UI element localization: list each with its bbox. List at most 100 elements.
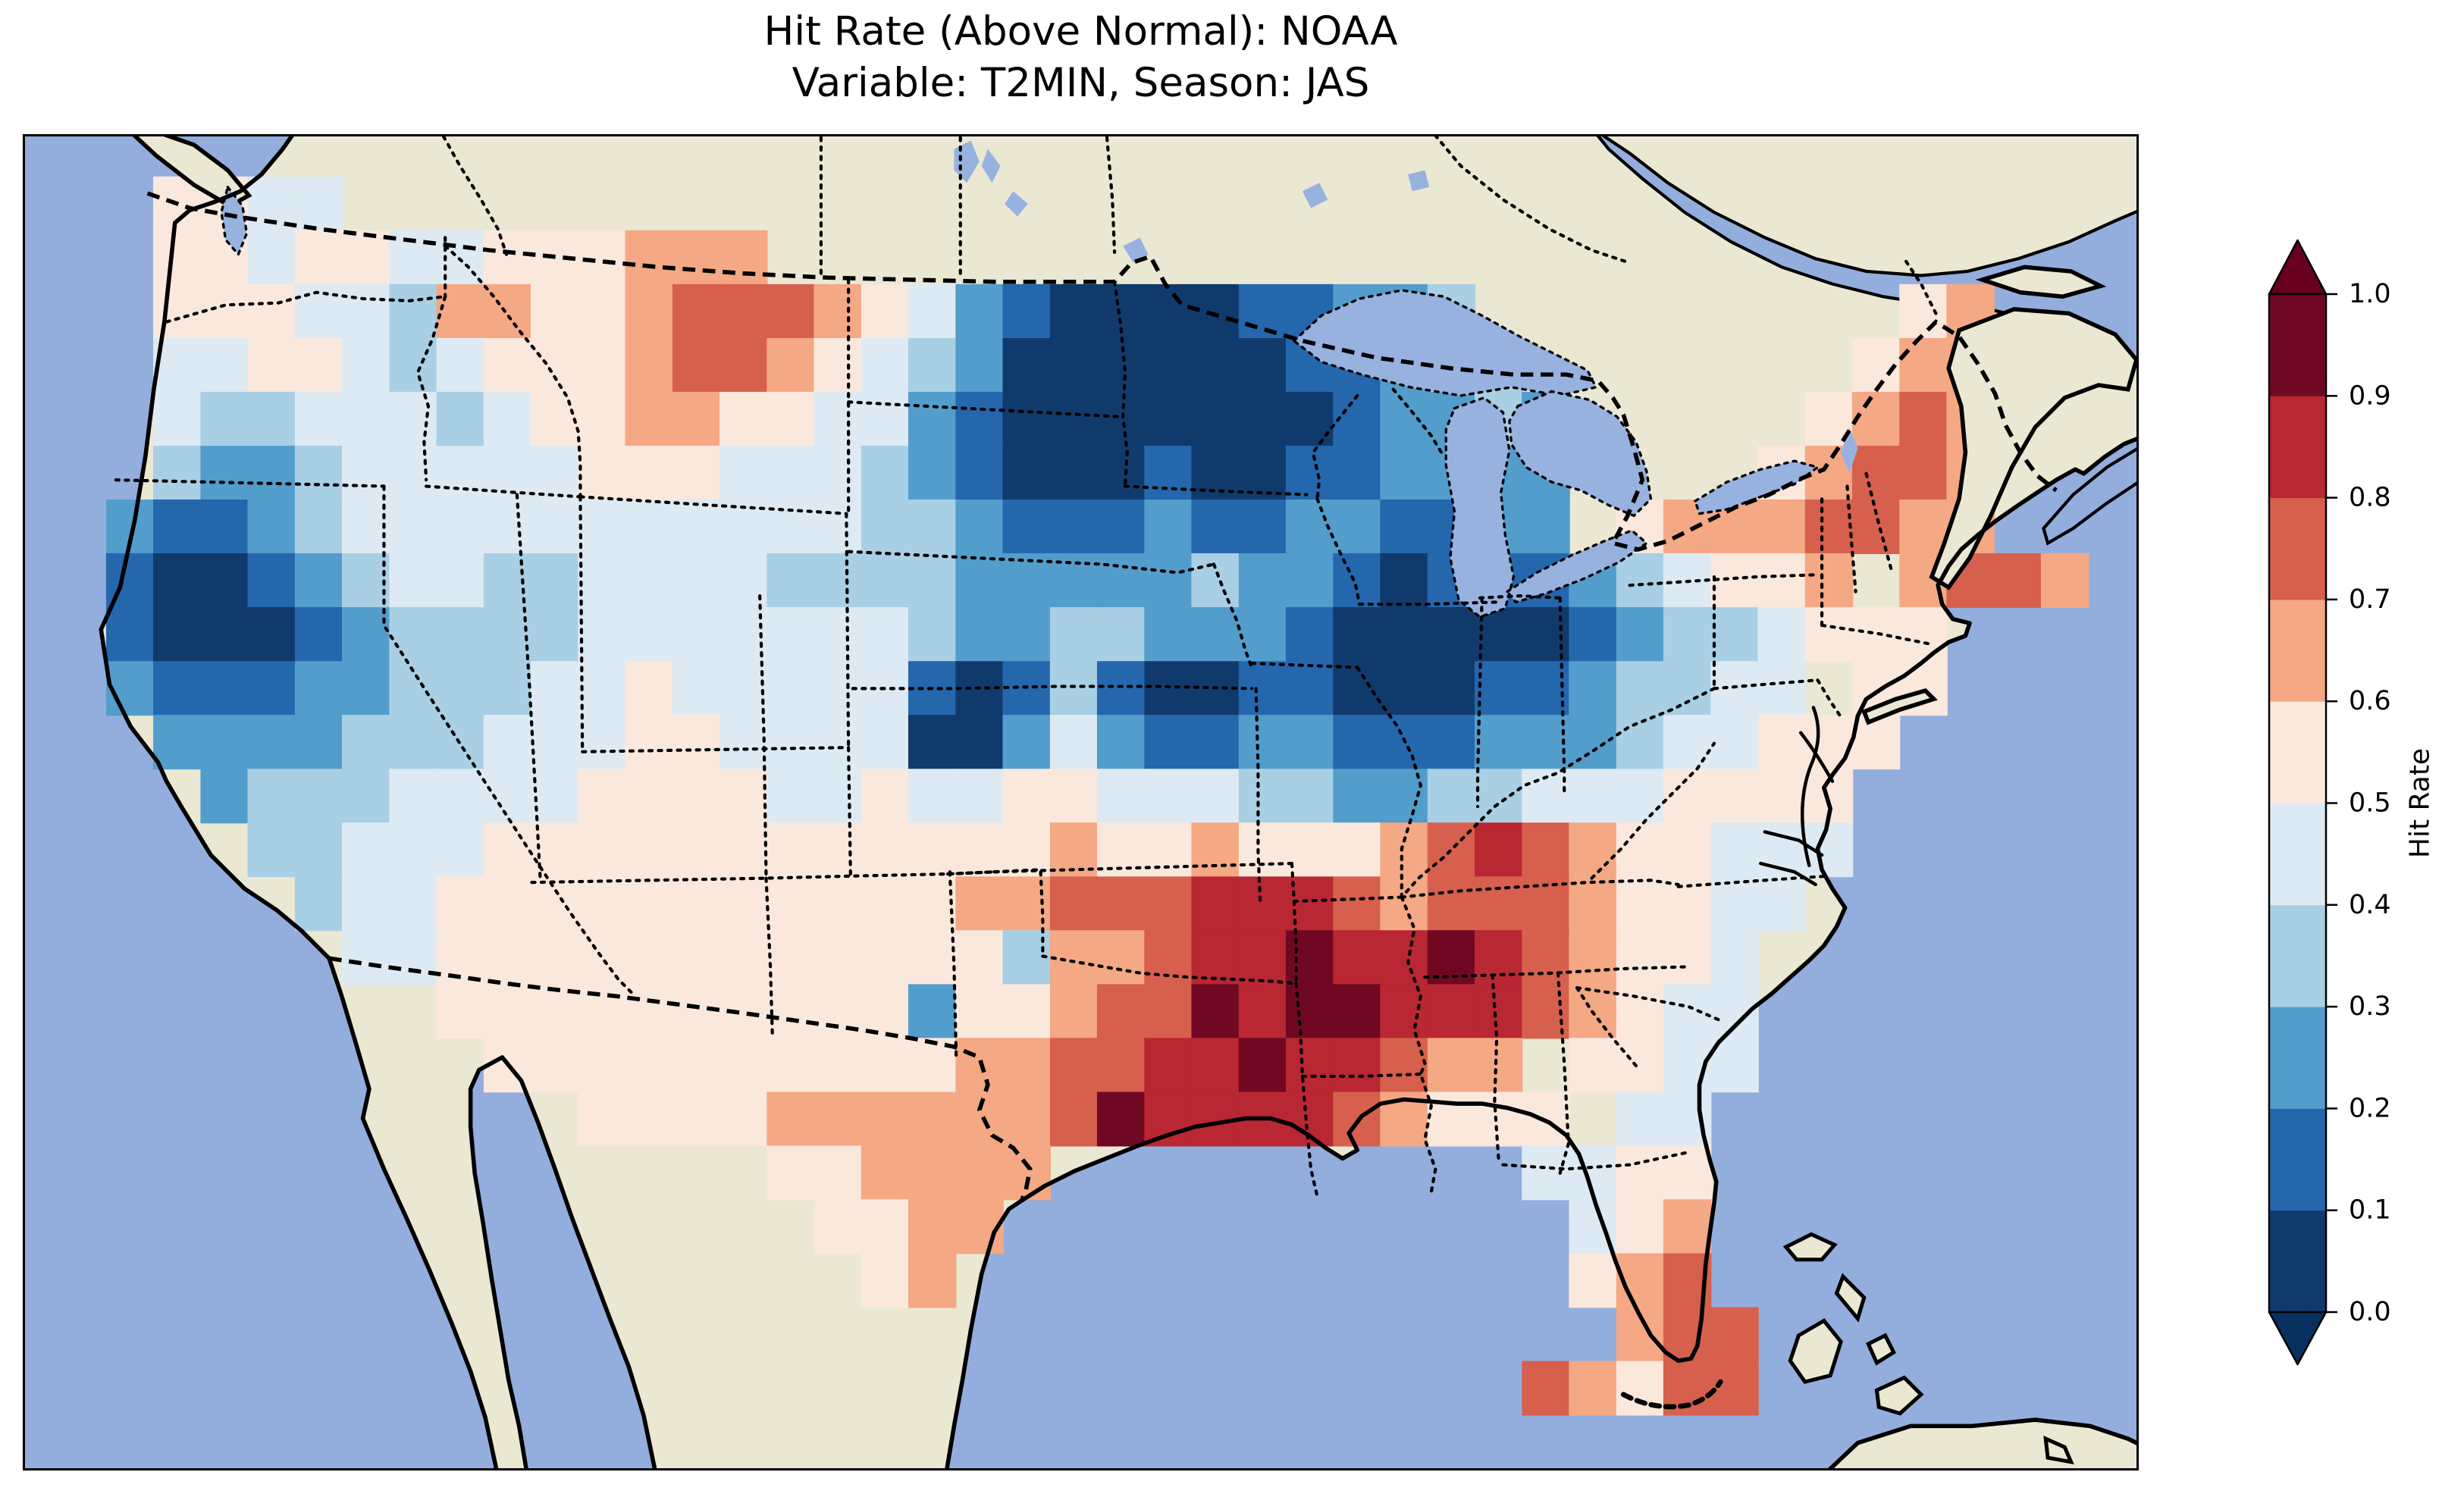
grid-cell: [578, 822, 626, 878]
grid-cell: [625, 876, 673, 932]
grid-cell: [766, 715, 815, 770]
grid-cell: [1710, 1038, 1759, 1093]
state-border-20: [1358, 600, 1499, 606]
grid-cell: [861, 930, 910, 985]
us-hit-rate-map-svg: [25, 136, 2136, 1468]
great-lake-2: [1508, 390, 1653, 518]
grid-cell: [766, 661, 815, 716]
grid-cell: [1333, 876, 1381, 932]
grid-cell: [766, 769, 815, 824]
grid-cell: [1285, 715, 1334, 770]
grid-cell: [1096, 876, 1146, 932]
colorbar-segment-9: [2269, 294, 2326, 396]
grid-cell: [531, 1038, 579, 1093]
grid-cell: [436, 984, 485, 1039]
grid-cell: [813, 1145, 862, 1201]
grid-cell: [1049, 876, 1099, 932]
grid-cell: [813, 500, 862, 555]
grid-cell: [672, 283, 721, 339]
grid-cell: [483, 661, 532, 716]
grid-cell: [719, 715, 768, 770]
grid-cell: [1238, 876, 1287, 932]
grid-cell: [483, 876, 532, 932]
grid-cell: [1333, 1038, 1381, 1093]
grid-cell: [1710, 1307, 1759, 1362]
small-lake-2: [1005, 191, 1028, 217]
grid-cell: [389, 553, 437, 608]
grid-cell: [531, 446, 579, 501]
grid-cell: [1191, 283, 1240, 339]
grid-cell: [531, 876, 579, 932]
grid-cell: [1427, 661, 1476, 716]
grid-cell: [1663, 607, 1712, 662]
grid-cell: [342, 769, 390, 824]
grid-cell: [1522, 500, 1570, 555]
small-lake-6: [1841, 427, 1858, 474]
grid-cell: [1333, 769, 1381, 824]
grid-cell: [1333, 500, 1381, 555]
state-border-43: [1575, 986, 1725, 1023]
grid-cell: [342, 661, 390, 716]
grid-cell: [719, 338, 768, 393]
grid-cell: [1616, 607, 1665, 662]
grid-cell: [436, 446, 485, 501]
grid-cell: [1474, 984, 1523, 1039]
grid-cell: [1049, 338, 1099, 393]
state-border-26: [992, 862, 1294, 874]
grid-cell: [908, 1145, 957, 1201]
colorbar-axis-label: Hit Rate: [2405, 748, 2436, 858]
grid-cell: [1002, 283, 1051, 339]
state-border-31: [1041, 954, 1298, 985]
grid-cell: [1096, 500, 1146, 555]
grid-cell: [1663, 715, 1712, 770]
grid-cell: [578, 553, 626, 608]
grid-cell: [1710, 930, 1759, 985]
state-border-16: [1112, 280, 1129, 488]
grid-cell: [1380, 607, 1428, 662]
grid-cell: [1569, 769, 1617, 824]
grid-cell: [908, 1092, 957, 1147]
state-border-29: [945, 868, 1040, 876]
grid-cell: [1285, 822, 1334, 878]
grid-cell: [955, 1145, 1004, 1201]
grid-cell: [200, 715, 249, 770]
grid-cell: [672, 391, 721, 446]
grid-cell: [578, 1092, 626, 1147]
estuary-detail-0: [1801, 706, 1820, 868]
estuary-detail-2: [1763, 830, 1824, 857]
grid-cell: [389, 822, 437, 878]
grid-cell: [294, 876, 343, 932]
grid-cell: [483, 984, 532, 1039]
grid-cell: [1285, 1038, 1334, 1093]
small-lake-5: [1408, 170, 1430, 192]
grid-cell: [955, 715, 1004, 770]
grid-cell: [1851, 446, 1901, 501]
grid-cell: [1616, 876, 1665, 932]
state-border-25: [530, 870, 996, 885]
grid-cell: [483, 822, 532, 878]
colorbar-segment-1: [2269, 1108, 2326, 1211]
grid-cell: [672, 930, 721, 985]
state-border-11: [581, 746, 848, 753]
grid-cell: [1663, 984, 1712, 1039]
colorbar-tick-label: 0.2: [2349, 1093, 2391, 1123]
grid-cell: [1380, 984, 1428, 1039]
grid-cell: [200, 446, 249, 501]
state-border-6: [444, 244, 582, 499]
estuary-detail-1: [1798, 731, 1835, 783]
state-border-24: [847, 746, 853, 880]
grid-cell: [1096, 446, 1146, 501]
state-border-53: [1558, 596, 1566, 794]
state-border-0: [165, 290, 447, 324]
us-canada-border: [146, 191, 2058, 552]
grid-cell: [1144, 338, 1193, 393]
grid-cell: [813, 446, 862, 501]
grid-cell: [861, 1092, 910, 1147]
grid-cell: [1285, 769, 1334, 824]
grid-cell: [813, 715, 862, 770]
grid-cell: [955, 338, 1004, 393]
grid-cell: [342, 283, 390, 339]
grid-cell: [719, 283, 768, 339]
grid-cell: [153, 500, 202, 555]
grid-cell: [1333, 715, 1381, 770]
